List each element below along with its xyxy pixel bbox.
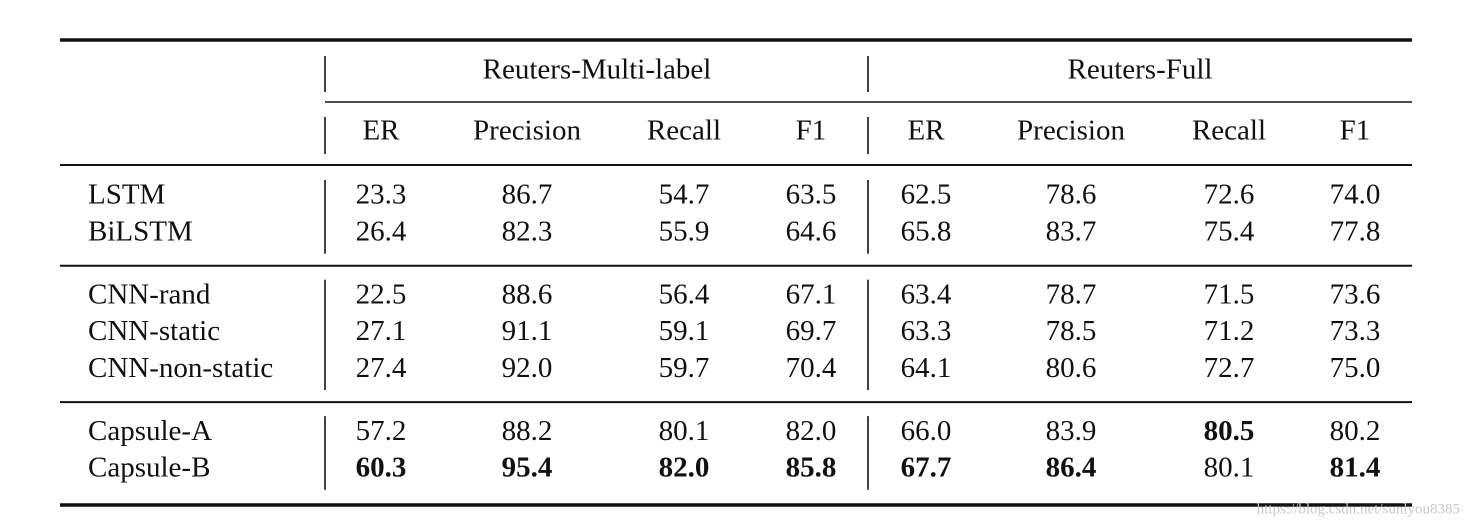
cell: 60.3 [356,451,407,483]
cell: 75.4 [1204,215,1255,247]
row-label: CNN-static [88,315,220,347]
cell: 83.7 [1046,215,1097,247]
cell: 82.0 [659,451,710,483]
column-header: Recall [1192,115,1266,147]
cell: 82.0 [786,415,837,447]
row-label: CNN-rand [88,278,211,310]
column-header: ER [907,115,945,147]
cell: 74.0 [1330,179,1381,211]
row-label: LSTM [88,179,165,211]
cell: 63.5 [786,179,837,211]
watermark: https://blog.csdn.net/sunlyou8385 [1257,501,1460,517]
column-header: ER [362,115,400,147]
cell: 62.5 [901,179,952,211]
cell: 80.6 [1046,352,1097,384]
row-label: BiLSTM [88,215,193,247]
column-header: Recall [647,115,721,147]
column-header: F1 [1340,115,1371,147]
cell: 80.1 [659,415,710,447]
cell: 88.6 [502,278,553,310]
cell: 77.8 [1330,215,1381,247]
cell: 86.7 [502,179,553,211]
cell: 27.1 [356,315,407,347]
row-label: Capsule-A [88,415,212,447]
cell: 67.1 [786,278,837,310]
cell: 55.9 [659,215,710,247]
cell: 64.6 [786,215,837,247]
cell: 56.4 [659,278,710,310]
cell: 63.4 [901,278,952,310]
cell: 59.1 [659,315,710,347]
cell: 92.0 [502,352,553,384]
cell: 73.3 [1330,315,1381,347]
cell: 85.8 [786,451,837,483]
cell: 82.3 [502,215,553,247]
cell: 88.2 [502,415,553,447]
cell: 71.5 [1204,278,1255,310]
cell: 73.6 [1330,278,1381,310]
cell: 59.7 [659,352,710,384]
cell: 70.4 [786,352,837,384]
cell: 78.5 [1046,315,1097,347]
cell: 54.7 [659,179,710,211]
cell: 80.1 [1204,451,1255,483]
column-header: Precision [1017,115,1125,147]
cell: 57.2 [356,415,407,447]
cell: 65.8 [901,215,952,247]
cell: 78.7 [1046,278,1097,310]
cell: 27.4 [356,352,407,384]
cell: 64.1 [901,352,952,384]
cell: 91.1 [502,315,553,347]
cell: 78.6 [1046,179,1097,211]
cell: 26.4 [356,215,407,247]
cell: 72.6 [1204,179,1255,211]
cell: 66.0 [901,415,952,447]
cell: 80.2 [1330,415,1381,447]
row-label: Capsule-B [88,451,210,483]
cell: 75.0 [1330,352,1381,384]
group-header: Reuters-Full [1068,54,1213,86]
cell: 72.7 [1204,352,1255,384]
cell: 83.9 [1046,415,1097,447]
group-header: Reuters-Multi-label [483,54,712,86]
cell: 63.3 [901,315,952,347]
cell: 80.5 [1204,415,1255,447]
cell: 95.4 [502,451,553,483]
cell: 22.5 [356,278,407,310]
cell: 23.3 [356,179,407,211]
column-header: F1 [796,115,827,147]
column-header: Precision [473,115,581,147]
cell: 67.7 [901,451,952,483]
cell: 86.4 [1046,451,1097,483]
row-label: CNN-non-static [88,352,273,384]
cell: 81.4 [1330,451,1381,483]
cell: 71.2 [1204,315,1255,347]
cell: 69.7 [786,315,837,347]
